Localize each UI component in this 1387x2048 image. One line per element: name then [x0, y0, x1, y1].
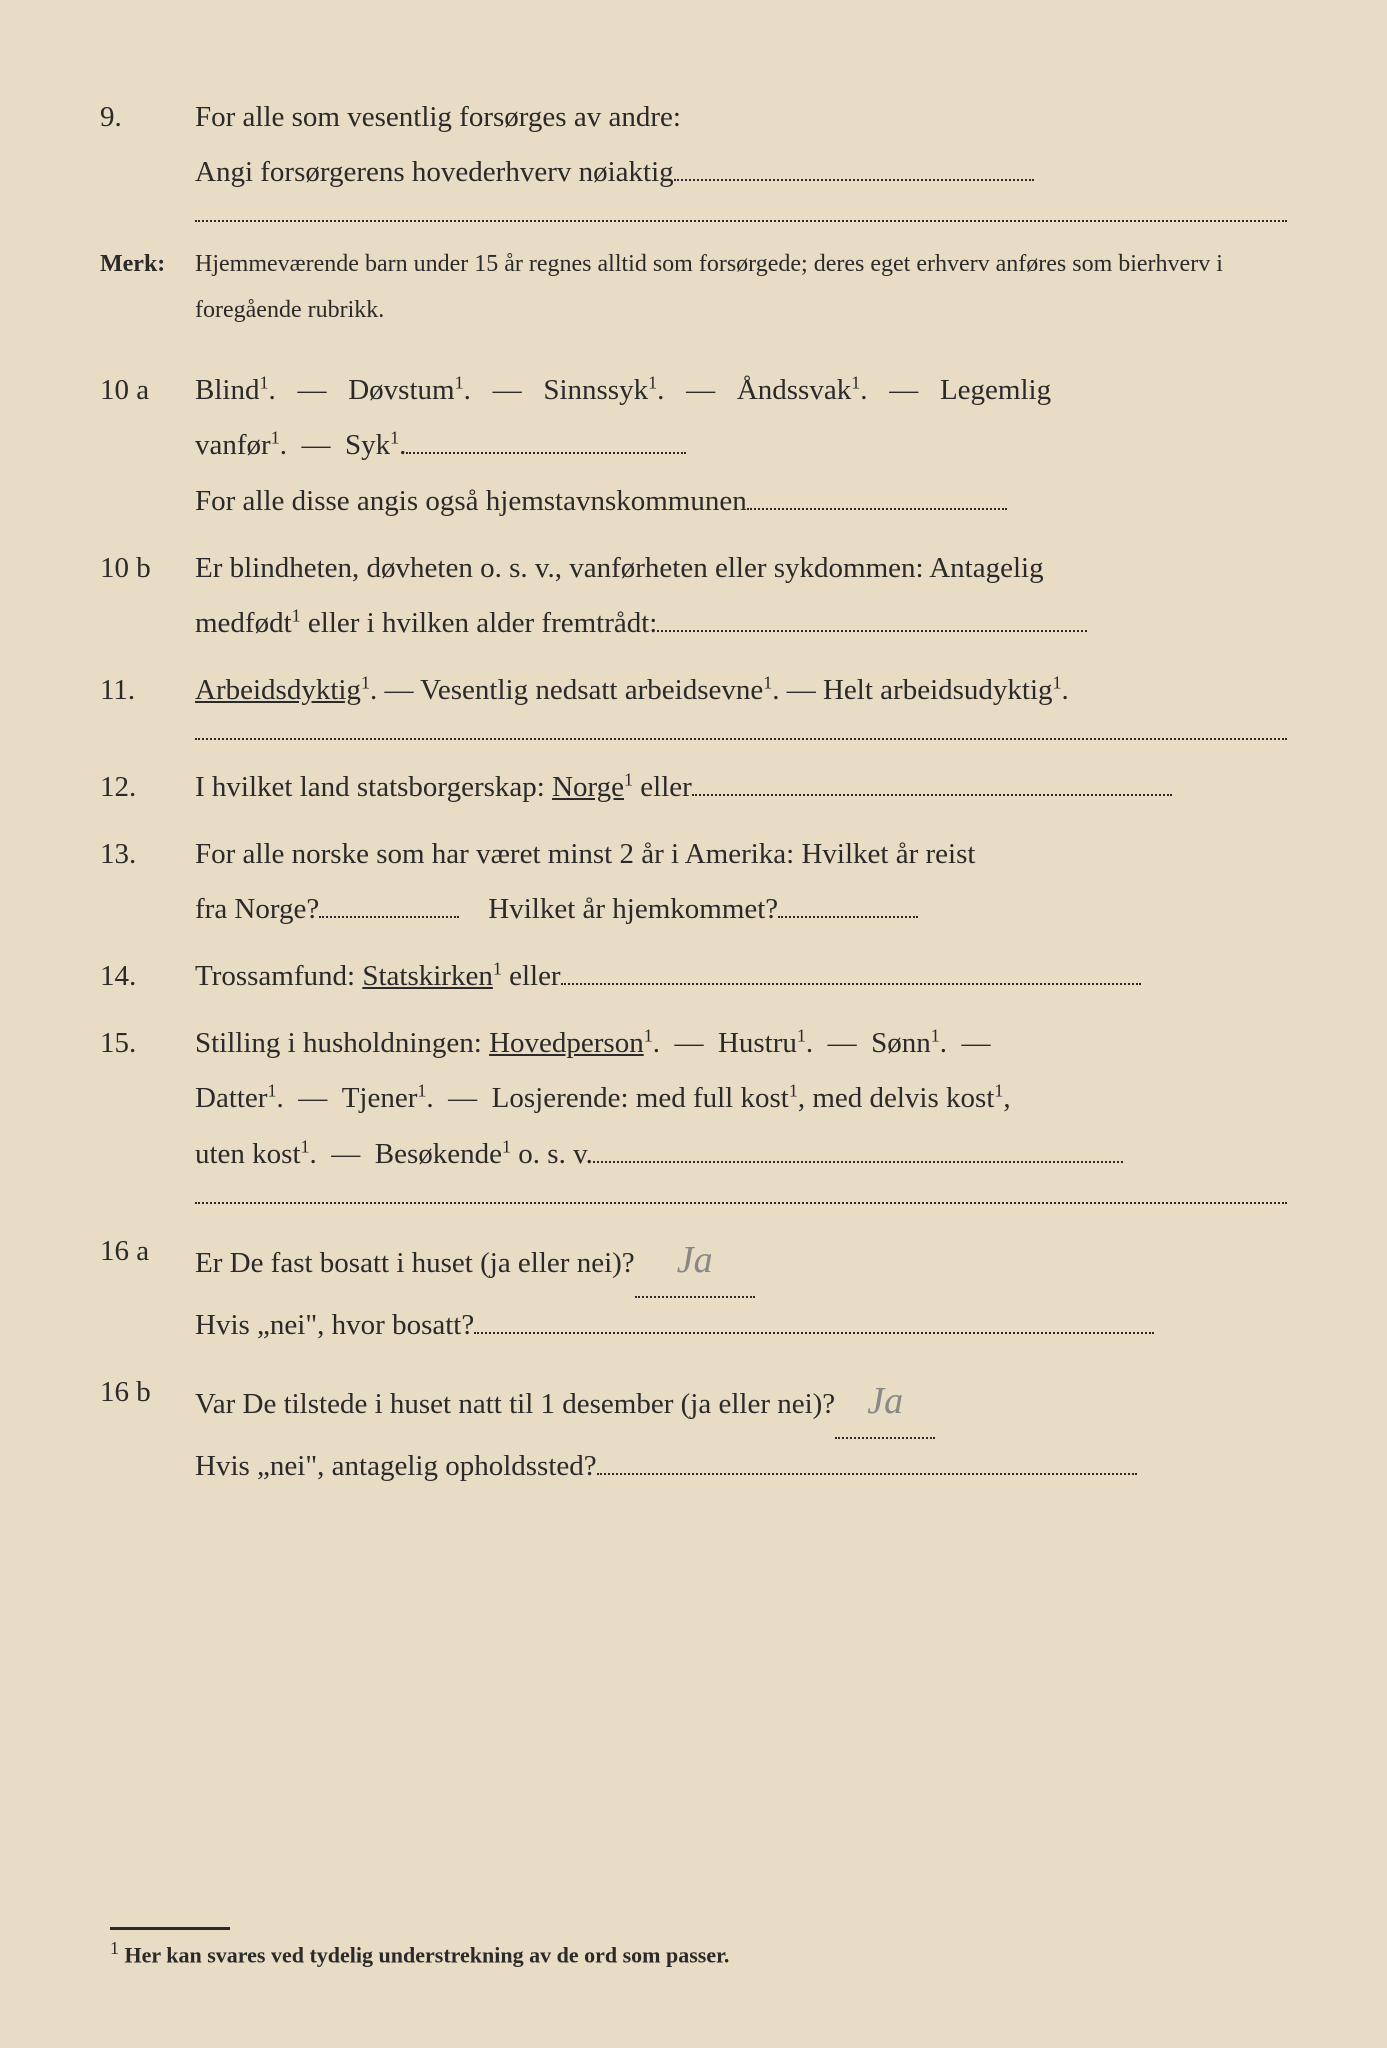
q15-line2: Datter1. — Tjener1. — Losjerende: med fu… [195, 1071, 1287, 1126]
q16a-content: Er De fast bosatt i huset (ja eller nei)… [195, 1224, 1287, 1353]
q10a-content: Blind1. — Døvstum1. — Sinnssyk1. — Åndss… [195, 363, 1287, 528]
q14-content: Trossamfund: Statskirken1 eller [195, 949, 1287, 1004]
q12-content: I hvilket land statsborgerskap: Norge1 e… [195, 760, 1287, 815]
q13-blank2[interactable] [778, 916, 918, 918]
q16a-answer[interactable]: Ja [635, 1224, 755, 1298]
q10b-content: Er blindheten, døvheten o. s. v., vanfør… [195, 541, 1287, 651]
footnote: 1 Her kan svares ved tydelig understrekn… [110, 1927, 729, 1968]
q13-line2: fra Norge? Hvilket år hjemkommet? [195, 882, 1287, 937]
footnote-text: Her kan svares ved tydelig understreknin… [125, 1942, 730, 1967]
question-11: 11. Arbeidsdyktig1. — Vesentlig nedsatt … [100, 663, 1287, 718]
question-12: 12. I hvilket land statsborgerskap: Norg… [100, 760, 1287, 815]
question-10b: 10 b Er blindheten, døvheten o. s. v., v… [100, 541, 1287, 651]
q13-line1: For alle norske som har været minst 2 år… [195, 827, 1287, 882]
question-16a: 16 a Er De fast bosatt i huset (ja eller… [100, 1224, 1287, 1353]
q16a-blank[interactable] [474, 1332, 1154, 1334]
q16b-content: Var De tilstede i huset natt til 1 desem… [195, 1365, 1287, 1494]
q10b-blank[interactable] [657, 630, 1087, 632]
question-9: 9. For alle som vesentlig forsørges av a… [100, 90, 1287, 200]
question-16b: 16 b Var De tilstede i huset natt til 1 … [100, 1365, 1287, 1494]
q16b-number: 16 b [100, 1365, 195, 1494]
q10b-line1: Er blindheten, døvheten o. s. v., vanfør… [195, 541, 1287, 596]
q15-blank[interactable] [593, 1161, 1123, 1163]
merk-text: Hjemmeværende barn under 15 år regnes al… [195, 242, 1287, 333]
merk-label: Merk: [100, 242, 195, 333]
q11-content: Arbeidsdyktig1. — Vesentlig nedsatt arbe… [195, 663, 1287, 718]
q16b-line1: Var De tilstede i huset natt til 1 desem… [195, 1365, 1287, 1439]
q16a-line2: Hvis „nei", hvor bosatt? [195, 1298, 1287, 1353]
q16b-answer[interactable]: Ja [835, 1365, 935, 1439]
q15-number: 15. [100, 1016, 195, 1181]
q15-line3: uten kost1. — Besøkende1 o. s. v. [195, 1127, 1287, 1182]
q10b-line2: medfødt1 eller i hvilken alder fremtrådt… [195, 596, 1287, 651]
q16a-number: 16 a [100, 1224, 195, 1353]
q10b-number: 10 b [100, 541, 195, 651]
q10a-line2: vanfør1. — Syk1. [195, 418, 1287, 473]
q10a-line1: Blind1. — Døvstum1. — Sinnssyk1. — Åndss… [195, 363, 1287, 418]
q12-blank[interactable] [692, 794, 1172, 796]
question-13: 13. For alle norske som har været minst … [100, 827, 1287, 937]
q12-number: 12. [100, 760, 195, 815]
footnote-rule [110, 1927, 230, 1930]
q15-line1: Stilling i husholdningen: Hovedperson1. … [195, 1016, 1287, 1071]
q10a-blank[interactable] [406, 452, 686, 454]
divider [195, 220, 1287, 222]
q16a-line1: Er De fast bosatt i huset (ja eller nei)… [195, 1224, 1287, 1298]
divider [195, 1202, 1287, 1204]
q15-content: Stilling i husholdningen: Hovedperson1. … [195, 1016, 1287, 1181]
question-15: 15. Stilling i husholdningen: Hovedperso… [100, 1016, 1287, 1181]
q14-number: 14. [100, 949, 195, 1004]
q9-content: For alle som vesentlig forsørges av andr… [195, 90, 1287, 200]
note-merk: Merk: Hjemmeværende barn under 15 år reg… [100, 242, 1287, 333]
q11-number: 11. [100, 663, 195, 718]
q10a-number: 10 a [100, 363, 195, 528]
q13-blank1[interactable] [319, 916, 459, 918]
q9-blank[interactable] [674, 179, 1034, 181]
q14-blank[interactable] [561, 983, 1141, 985]
q13-content: For alle norske som har været minst 2 år… [195, 827, 1287, 937]
question-10a: 10 a Blind1. — Døvstum1. — Sinnssyk1. — … [100, 363, 1287, 528]
q10a-line3: For alle disse angis også hjemstavnskomm… [195, 474, 1287, 529]
q13-number: 13. [100, 827, 195, 937]
q9-number: 9. [100, 90, 195, 200]
q16b-line2: Hvis „nei", antagelig opholdssted? [195, 1439, 1287, 1494]
q16b-blank[interactable] [597, 1473, 1137, 1475]
q9-line2: Angi forsørgerens hovederhverv nøiaktig [195, 145, 1287, 200]
q9-line1: For alle som vesentlig forsørges av andr… [195, 90, 1287, 145]
question-14: 14. Trossamfund: Statskirken1 eller [100, 949, 1287, 1004]
divider [195, 738, 1287, 740]
q10a-blank2[interactable] [747, 508, 1007, 510]
